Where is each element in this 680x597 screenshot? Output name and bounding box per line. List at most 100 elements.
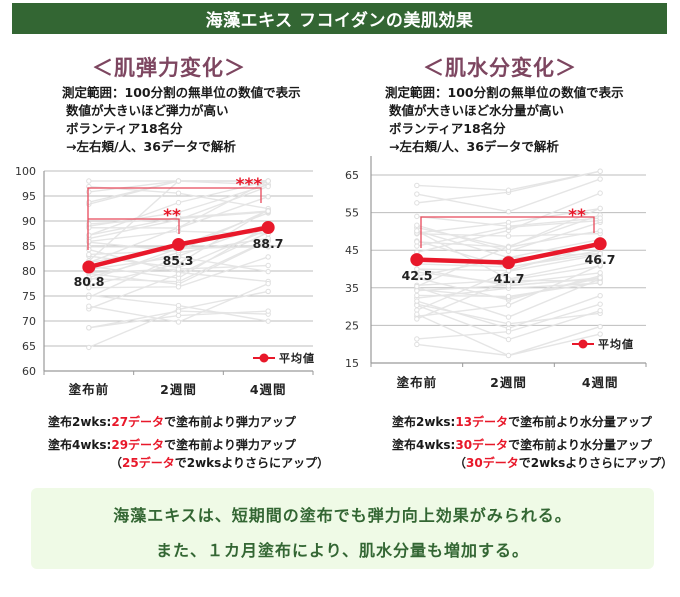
individual-marker <box>505 329 512 335</box>
individual-marker <box>505 276 512 282</box>
individual-line <box>416 170 601 191</box>
individual-marker <box>597 307 603 314</box>
individual-marker <box>414 298 420 304</box>
x-category-label: 2週間 <box>160 382 197 397</box>
significance-stars: ** <box>163 206 181 226</box>
significance-bracket <box>420 216 595 248</box>
individual-marker <box>505 283 512 289</box>
mean-point <box>410 253 424 267</box>
individual-marker <box>505 208 512 215</box>
description-line: →左右頬/人、36データで解析 <box>389 139 559 154</box>
individual-marker <box>265 193 271 200</box>
individual-marker <box>86 232 92 238</box>
y-tick-label: 80 <box>22 265 36 278</box>
note-line: 塗布4wks:30データで塗布前より水分量アップ <box>392 438 652 452</box>
individual-marker <box>175 199 182 206</box>
individual-marker <box>175 308 182 314</box>
individual-marker <box>505 223 512 229</box>
significance-stars: ** <box>568 206 586 226</box>
moisture-chart: 15 25 35 45 55 65 塗布前 2週間 4週間 ** 42.5 41.7 46.7 平均値 <box>345 156 647 390</box>
individual-marker <box>597 301 603 307</box>
y-tick-label: 95 <box>22 190 36 203</box>
individual-marker <box>597 190 603 196</box>
individual-marker <box>86 178 92 184</box>
individual-marker <box>86 238 92 245</box>
note-line: （30データで2wksよりさらにアップ） <box>454 456 674 470</box>
individual-marker <box>597 279 603 286</box>
description-line: ボランティア18名分 <box>389 121 506 136</box>
individual-marker <box>414 200 420 206</box>
highlight-count: 27データ <box>111 415 165 429</box>
value-label: 41.7 <box>494 271 525 286</box>
individual-marker <box>175 284 182 290</box>
individual-marker <box>505 187 512 193</box>
note-line: 塗布4wks:29データで塗布前より弾力アップ <box>48 438 296 452</box>
individual-marker <box>265 308 271 314</box>
individual-marker <box>86 199 92 205</box>
mean-point <box>172 238 185 251</box>
moisture-description: 測定範囲：100分割の無単位の数値で表示 数値が大きいほど水分量が高い ボランテ… <box>385 84 624 156</box>
individual-marker <box>597 323 603 330</box>
individual-marker <box>86 294 92 301</box>
legend: 平均値 <box>253 351 314 365</box>
individual-marker <box>597 176 603 182</box>
x-category-label: 4週間 <box>250 382 287 397</box>
individual-marker <box>505 352 512 359</box>
individual-marker <box>175 312 182 319</box>
individual-marker <box>414 316 420 322</box>
individual-marker <box>597 331 603 337</box>
individual-marker <box>414 336 420 342</box>
individual-marker <box>86 251 92 258</box>
note-line: 塗布2wks:13データで塗布前より水分量アップ <box>392 415 652 429</box>
elasticity-description: 測定範囲：100分割の無単位の数値で表示 数値が大きいほど弾力が高い ボランティ… <box>62 84 301 156</box>
page-title: 海藻エキス フコイダンの美肌効果 <box>205 11 474 31</box>
individual-marker <box>86 221 92 227</box>
individual-marker <box>505 336 512 343</box>
value-label: 46.7 <box>585 252 616 267</box>
individual-marker <box>414 239 420 245</box>
y-tick-label: 75 <box>22 290 36 303</box>
conclusion-box: 海藻エキスは、短期間の塗布でも弾力向上効果がみられる。 また、１カ月塗布により、… <box>31 488 654 569</box>
individual-marker <box>414 182 420 189</box>
highlight-count: 30データ <box>455 438 509 452</box>
individual-data-lines <box>414 168 603 359</box>
value-label: 42.5 <box>402 268 433 283</box>
mean-point <box>261 221 275 234</box>
mean-point <box>82 260 96 274</box>
individual-marker <box>175 190 182 196</box>
y-tick-label: 55 <box>345 207 359 220</box>
y-tick-label: 45 <box>345 244 359 257</box>
individual-marker <box>414 311 420 317</box>
individual-marker <box>414 222 420 228</box>
description-line: 測定範囲：100分割の無単位の数値で表示 <box>62 85 301 100</box>
individual-marker <box>414 228 420 234</box>
value-label: 80.8 <box>74 274 105 289</box>
individual-marker <box>265 268 271 275</box>
y-tick-label: 35 <box>345 282 359 295</box>
description-line: ボランティア18名分 <box>66 121 183 136</box>
individual-marker <box>505 302 512 308</box>
x-category-label: 4週間 <box>582 375 619 390</box>
highlight-count: 25データ <box>122 456 175 470</box>
highlight-count: 29データ <box>111 438 165 452</box>
individual-marker <box>175 271 182 277</box>
individual-marker <box>265 254 271 260</box>
individual-marker <box>505 314 512 320</box>
moisture-notes: 塗布2wks:13データで塗布前より水分量アップ 塗布4wks:30データで塗布… <box>392 413 673 472</box>
significance-bracket <box>88 218 180 234</box>
x-category-label: 塗布前 <box>69 382 110 397</box>
individual-marker <box>414 302 420 309</box>
individual-marker <box>414 266 420 272</box>
note-line: 塗布2wks:27データで塗布前より弾力アップ <box>48 415 296 429</box>
individual-marker <box>505 293 512 300</box>
individual-marker <box>86 325 92 331</box>
highlight-count: 30データ <box>466 456 519 470</box>
individual-marker <box>265 262 271 269</box>
individual-marker <box>86 246 92 253</box>
y-tick-label: 65 <box>345 169 359 182</box>
description-line: →左右頬/人、36データで解析 <box>66 139 236 154</box>
individual-marker <box>414 292 420 299</box>
y-tick-label: 25 <box>345 319 359 332</box>
y-tick-label: 85 <box>22 240 36 253</box>
